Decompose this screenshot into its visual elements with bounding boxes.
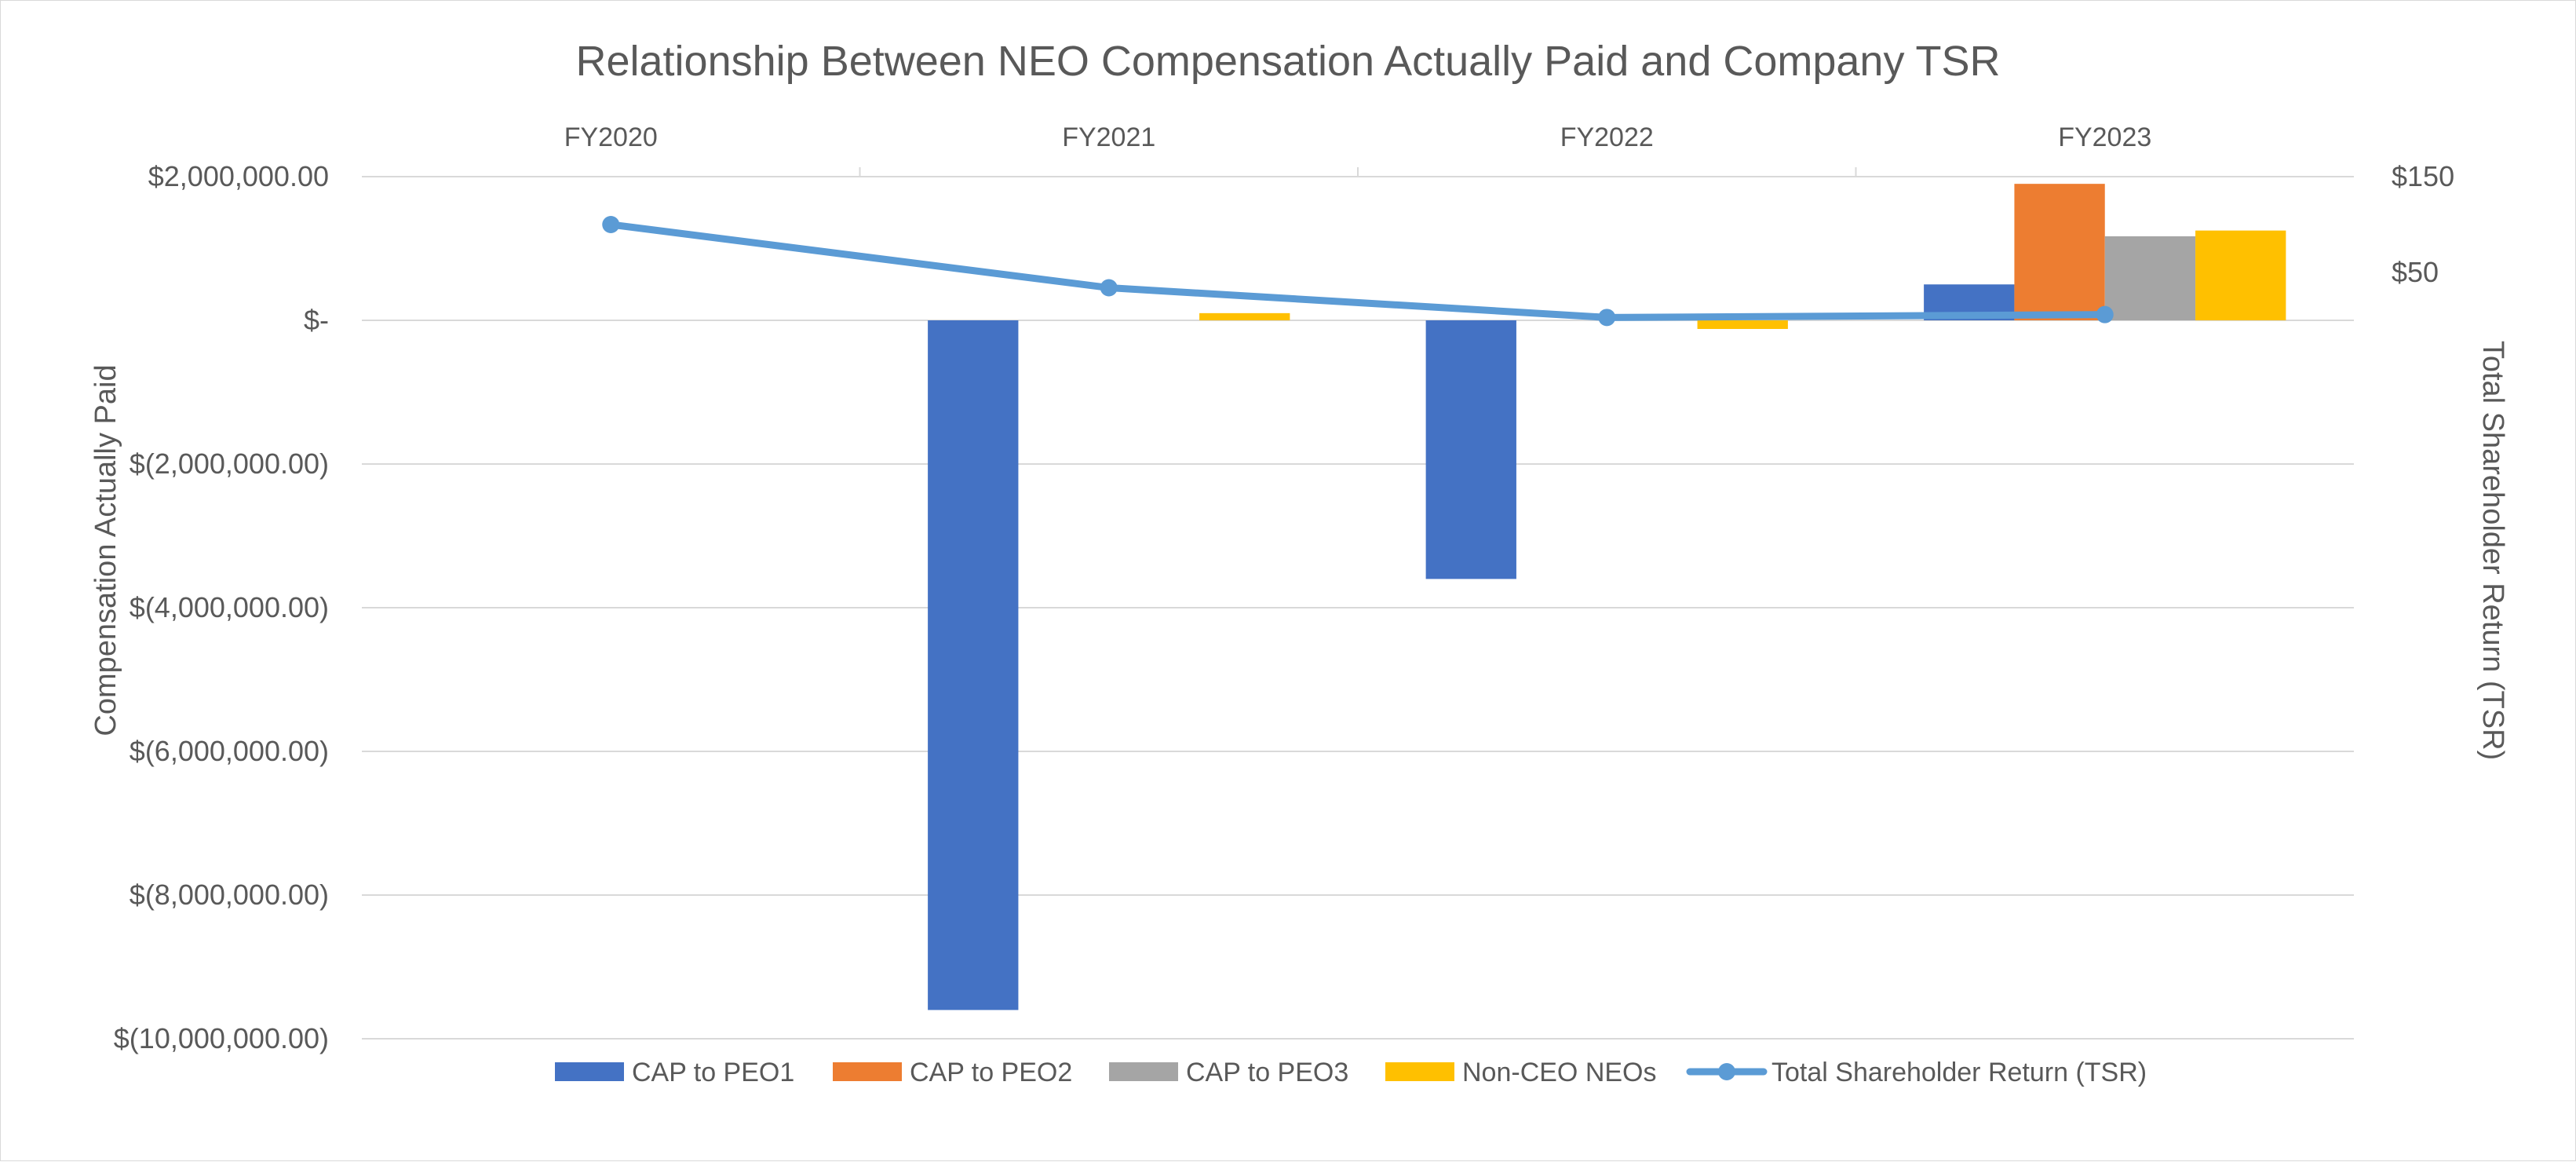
bar-series <box>928 184 2286 1010</box>
y2-tick-label: $50 <box>2392 256 2439 288</box>
legend-label-cap-to-peo3: CAP to PEO3 <box>1186 1058 1348 1087</box>
legend-swatch-cap-to-peo2 <box>833 1062 902 1081</box>
legend-label-cap-to-peo2: CAP to PEO2 <box>910 1058 1072 1087</box>
bar-cap-to-peo1-fy2022 <box>1425 320 1516 579</box>
legend-label-cap-to-peo1: CAP to PEO1 <box>632 1058 794 1087</box>
bar-cap-to-peo2-fy2023 <box>2014 184 2105 320</box>
category-label-fy2021: FY2021 <box>1062 122 1155 152</box>
bar-non-ceo-neos-fy2021 <box>1199 312 1290 320</box>
legend-swatch-marker-total-shareholder-return-tsr <box>1718 1063 1735 1080</box>
point-total-shareholder-return-tsr-fy2022 <box>1598 309 1616 327</box>
y-tick-label: $(4,000,000.00) <box>130 591 329 623</box>
y-axis-title: Compensation Actually Paid <box>89 364 122 736</box>
legend-swatch-non-ceo-neos <box>1385 1062 1454 1081</box>
gridlines <box>362 176 2354 1040</box>
chart-title: Relationship Between NEO Compensation Ac… <box>576 38 2001 85</box>
bar-cap-to-peo3-fy2023 <box>2104 236 2196 320</box>
primary-y-axis: $2,000,000.00 $- $(2,000,000.00) $(4,000,00… <box>114 160 329 1054</box>
legend: CAP to PEO1 CAP to PEO2 CAP to PEO3 Non-CEO… <box>555 1058 2147 1087</box>
category-label-fy2023: FY2023 <box>2058 122 2151 152</box>
y-tick-label: $(8,000,000.00) <box>130 879 329 911</box>
point-total-shareholder-return-tsr-fy2021 <box>1100 279 1118 297</box>
bar-cap-to-peo1-fy2021 <box>928 320 1019 1010</box>
bar-non-ceo-neos-fy2023 <box>2195 230 2286 320</box>
y-tick-label: $(10,000,000.00) <box>114 1022 329 1054</box>
y-tick-label: $2,000,000.00 <box>148 160 329 192</box>
y2-tick-label: $150 <box>2392 160 2454 192</box>
line-total-shareholder-return-tsr <box>607 221 2109 321</box>
secondary-y-axis: $150 $50 <box>2392 160 2454 288</box>
category-label-fy2022: FY2022 <box>1560 122 1654 152</box>
y-tick-label: $(6,000,000.00) <box>130 735 329 767</box>
tsr-line-series <box>602 216 2114 327</box>
bar-non-ceo-neos-fy2022 <box>1697 320 1788 329</box>
legend-swatch-cap-to-peo3 <box>1109 1062 1178 1081</box>
category-axis: FY2020 FY2021 FY2022 FY2023 <box>564 122 2151 177</box>
legend-label-total-shareholder-return-tsr: Total Shareholder Return (TSR) <box>1771 1058 2147 1087</box>
y-tick-label: $- <box>304 304 329 336</box>
point-total-shareholder-return-tsr-fy2023 <box>2096 305 2114 323</box>
y-tick-label: $(2,000,000.00) <box>130 448 329 480</box>
category-label-fy2020: FY2020 <box>564 122 658 152</box>
point-total-shareholder-return-tsr-fy2020 <box>602 216 620 233</box>
legend-swatch-cap-to-peo1 <box>555 1062 624 1081</box>
y2-axis-title: Total Shareholder Return (TSR) <box>2476 341 2509 760</box>
legend-label-non-ceo-neos: Non-CEO NEOs <box>1462 1058 1657 1087</box>
